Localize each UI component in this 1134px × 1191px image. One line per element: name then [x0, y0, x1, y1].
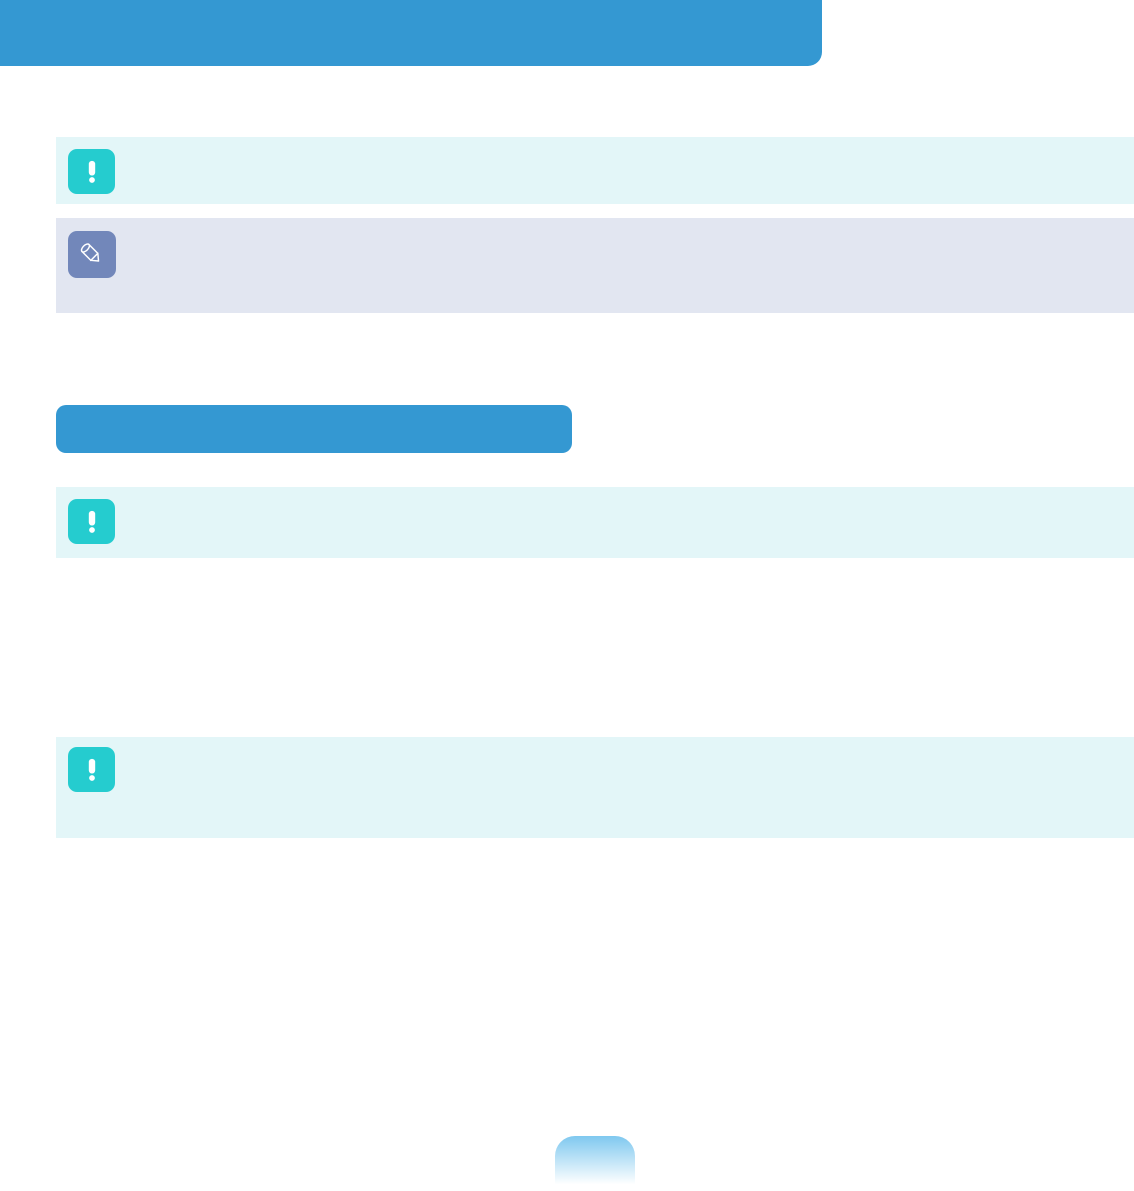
caution-callout	[56, 737, 1134, 838]
caution-callout	[56, 487, 1134, 558]
pencil-icon	[68, 231, 116, 278]
exclamation-icon	[68, 499, 115, 544]
note-callout	[56, 218, 1134, 313]
exclamation-icon	[68, 747, 115, 792]
exclamation-icon	[68, 149, 115, 194]
section-title-bar	[56, 405, 572, 453]
page-number-badge	[555, 1136, 635, 1191]
page-title-bar	[0, 0, 822, 66]
caution-callout	[56, 137, 1134, 204]
